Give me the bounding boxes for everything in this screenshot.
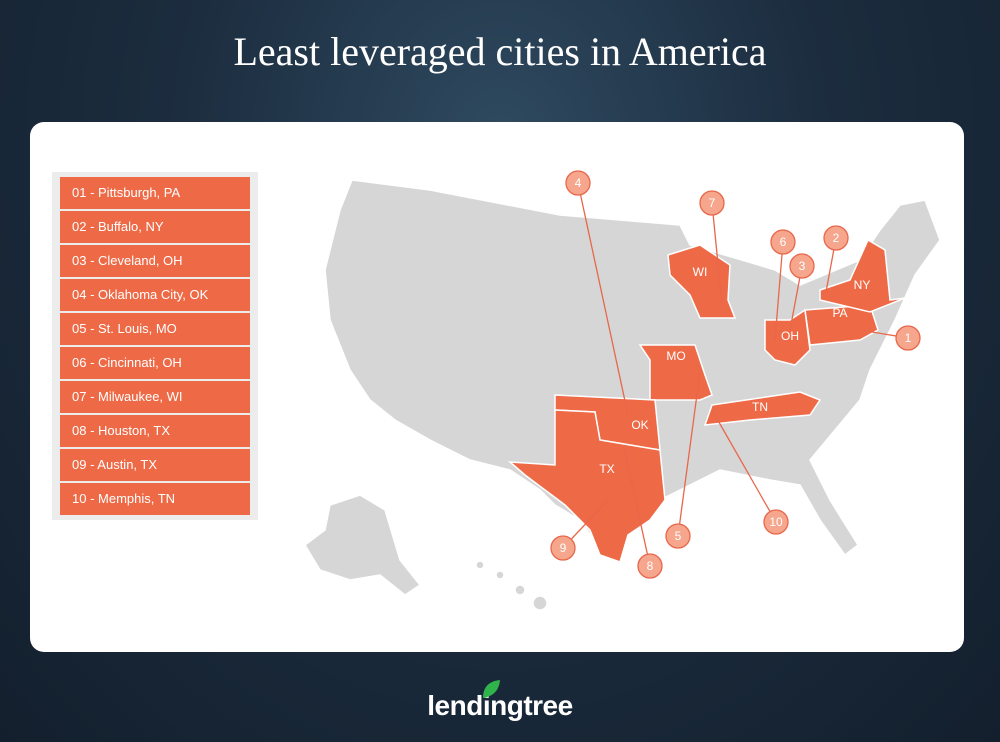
state-label: WI bbox=[693, 265, 708, 279]
city-list: 01 - Pittsburgh, PA 02 - Buffalo, NY 03 - … bbox=[52, 172, 258, 520]
callout-circle bbox=[637, 553, 663, 579]
city-item: 08 - Houston, TX bbox=[60, 415, 250, 447]
callout-number: 6 bbox=[780, 235, 787, 249]
callout-line bbox=[711, 409, 777, 523]
callout-circle bbox=[699, 190, 725, 216]
brand-text: lendingtree bbox=[427, 690, 573, 721]
city-item: 04 - Oklahoma City, OK bbox=[60, 279, 250, 311]
city-item: 07 - Milwaukee, WI bbox=[60, 381, 250, 413]
callout-circle bbox=[895, 325, 921, 351]
state-label: OH bbox=[781, 329, 799, 343]
callout-number: 2 bbox=[833, 231, 840, 245]
callout-line bbox=[677, 371, 701, 537]
city-item: 05 - St. Louis, MO bbox=[60, 313, 250, 345]
callout-number: 4 bbox=[575, 176, 582, 190]
brand: lendingtree bbox=[0, 680, 1000, 722]
callout-number: 5 bbox=[675, 529, 682, 543]
callout-line bbox=[774, 241, 784, 341]
state-label: TX bbox=[599, 462, 614, 476]
city-item: 06 - Cincinnati, OH bbox=[60, 347, 250, 379]
callout-number: 10 bbox=[769, 515, 783, 529]
callout-line bbox=[711, 202, 723, 306]
callout-circle bbox=[550, 535, 576, 561]
highlighted-states bbox=[507, 238, 906, 563]
city-item: 09 - Austin, TX bbox=[60, 449, 250, 481]
title: Least leveraged cities in America bbox=[233, 29, 767, 74]
callout-circle bbox=[665, 523, 691, 549]
callout-circle bbox=[789, 253, 815, 279]
callout-line bbox=[623, 447, 651, 567]
city-item: 03 - Cleveland, OH bbox=[60, 245, 250, 277]
callout-circle bbox=[763, 509, 789, 535]
city-item: 01 - Pittsburgh, PA bbox=[60, 177, 250, 209]
callout-line bbox=[577, 182, 629, 416]
state-label: OK bbox=[631, 418, 648, 432]
callout-circle bbox=[565, 170, 591, 196]
callout-number: 7 bbox=[709, 196, 716, 210]
callout-circle bbox=[770, 229, 796, 255]
state-label: NY bbox=[854, 278, 871, 292]
callout-number: 8 bbox=[647, 559, 654, 573]
city-item: 10 - Memphis, TN bbox=[60, 483, 250, 515]
state-label: PA bbox=[832, 306, 847, 320]
city-item: 02 - Buffalo, NY bbox=[60, 211, 250, 243]
callout-number: 3 bbox=[799, 259, 806, 273]
callout-number: 9 bbox=[560, 541, 567, 555]
us-map bbox=[304, 179, 941, 611]
state-label: TN bbox=[752, 400, 768, 414]
callout-circle bbox=[823, 225, 849, 251]
state-label: MO bbox=[666, 349, 685, 363]
brand-leaf bbox=[483, 680, 500, 698]
callout-number: 1 bbox=[905, 331, 912, 345]
